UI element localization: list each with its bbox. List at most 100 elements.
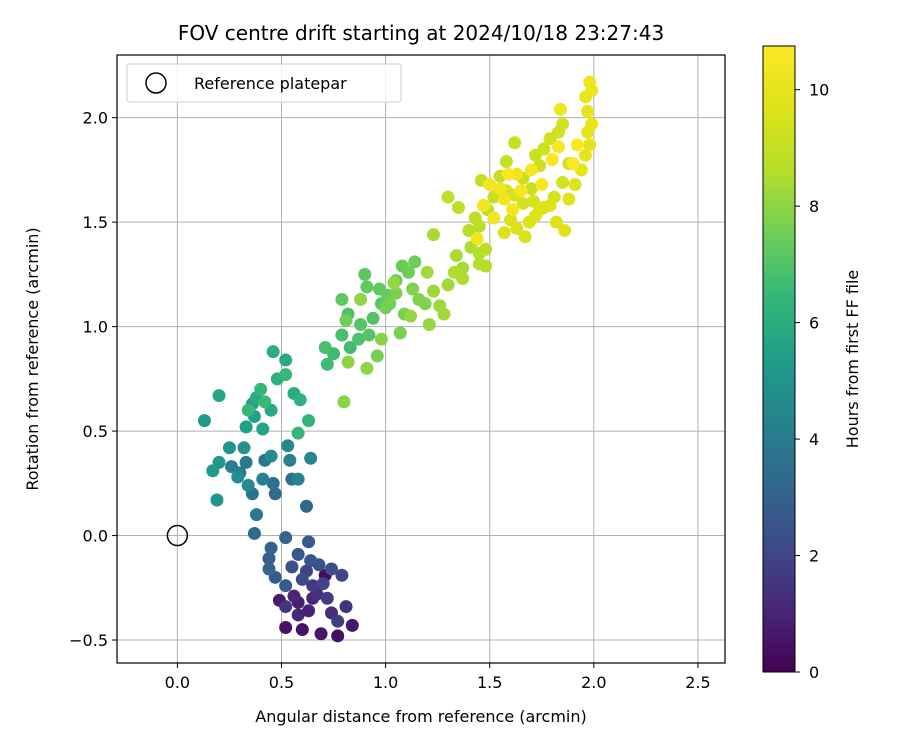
scatter-point [449,249,463,263]
scatter-point [306,579,320,593]
x-tick-label: 2.0 [581,673,606,692]
scatter-point [354,318,368,332]
scatter-point [524,163,538,177]
grid [117,55,725,663]
scatter-point [383,297,397,311]
scatter-point [408,255,422,269]
scatter-point [343,341,357,355]
legend: Reference platepar [126,63,402,103]
scatter-point [339,313,353,327]
scatter-point [479,242,493,256]
scatter-point [291,426,305,440]
colorbar-label: Hours from first FF file [843,270,862,449]
scatter-point [578,148,592,162]
scatter-point [352,332,366,346]
scatter-point [279,600,293,614]
scatter-point [287,589,301,603]
colorbar-tick-label: 2 [809,547,819,566]
scatter-point [206,464,220,478]
scatter-point [210,493,224,507]
scatter-point [258,395,272,409]
scatter-points [197,75,599,643]
scatter-point [254,382,268,396]
x-tick-label: 2.5 [685,673,710,692]
scatter-point [506,203,520,217]
scatter-point [239,420,253,434]
scatter-point [462,224,476,238]
scatter-point [279,620,293,634]
scatter-point [451,201,465,215]
scatter-point [266,345,280,359]
scatter-point [264,541,278,555]
scatter-point [366,311,380,325]
colorbar-tick-label: 4 [809,430,819,449]
scatter-point [556,117,570,131]
colorbar-tick-label: 6 [809,314,819,333]
scatter-point [535,178,549,192]
scatter-point [302,414,316,428]
scatter-point [497,226,511,240]
scatter-point [239,455,253,469]
scatter-point [212,389,226,403]
colorbar-tick-label: 0 [809,663,819,682]
scatter-point [324,562,338,576]
scatter-point [543,198,557,212]
scatter-point [262,552,276,566]
scatter-point [341,355,355,369]
scatter-point [537,142,551,156]
scatter-point [562,192,576,206]
scatter-point [264,449,278,463]
scatter-point [225,460,239,474]
scatter-point [476,198,490,212]
scatter-point [320,591,334,605]
scatter-point [247,526,261,540]
scatter-point [360,280,374,294]
scatter-point [279,353,293,367]
scatter-point [493,182,507,196]
scatter-point [393,326,407,340]
scatter-point [497,192,511,206]
scatter-point [283,453,297,467]
scatter-point [358,267,372,281]
x-tick-label: 0.0 [165,673,190,692]
scatter-point [456,272,470,286]
scatter-point [422,318,436,332]
scatter-point [402,265,416,279]
scatter-point [291,472,305,486]
scatter-point [554,102,568,116]
scatter-point [551,140,565,154]
axis-ticks: 0.0 0.5 1.0 1.5 2.0 2.5 −0.5 0.0 0.5 1.0 1.5 2.0 [69,109,711,692]
scatter-point [320,357,334,371]
scatter-point [293,393,307,407]
chart-title: FOV centre drift starting at 2024/10/18 … [178,21,664,45]
scatter-point [387,276,401,290]
scatter-point [295,572,309,586]
scatter-point [335,568,349,582]
scatter-point [331,629,345,643]
scatter-point [556,175,570,189]
scatter-point [570,138,584,152]
scatter-point [568,178,582,192]
scatter-point [585,117,599,131]
scatter-point [302,535,316,549]
scatter-point [279,368,293,382]
scatter-point [256,472,270,486]
scatter-point [566,157,580,171]
scatter-point [339,600,353,614]
x-tick-label: 1.5 [477,673,502,692]
scatter-point [508,136,522,150]
legend-box [126,63,402,103]
scatter-point [524,182,538,196]
y-tick-label: 0.5 [83,422,108,441]
scatter-point [468,211,482,225]
scatter-point [295,623,309,637]
scatter-point [337,395,351,409]
colorbar-gradient [762,45,796,673]
scatter-point [514,184,528,198]
scatter-point [331,614,345,628]
scatter-point [291,547,305,561]
legend-open-circle-icon [145,72,167,94]
scatter-point [420,265,434,279]
scatter-point [583,138,597,152]
scatter-point [279,579,293,593]
